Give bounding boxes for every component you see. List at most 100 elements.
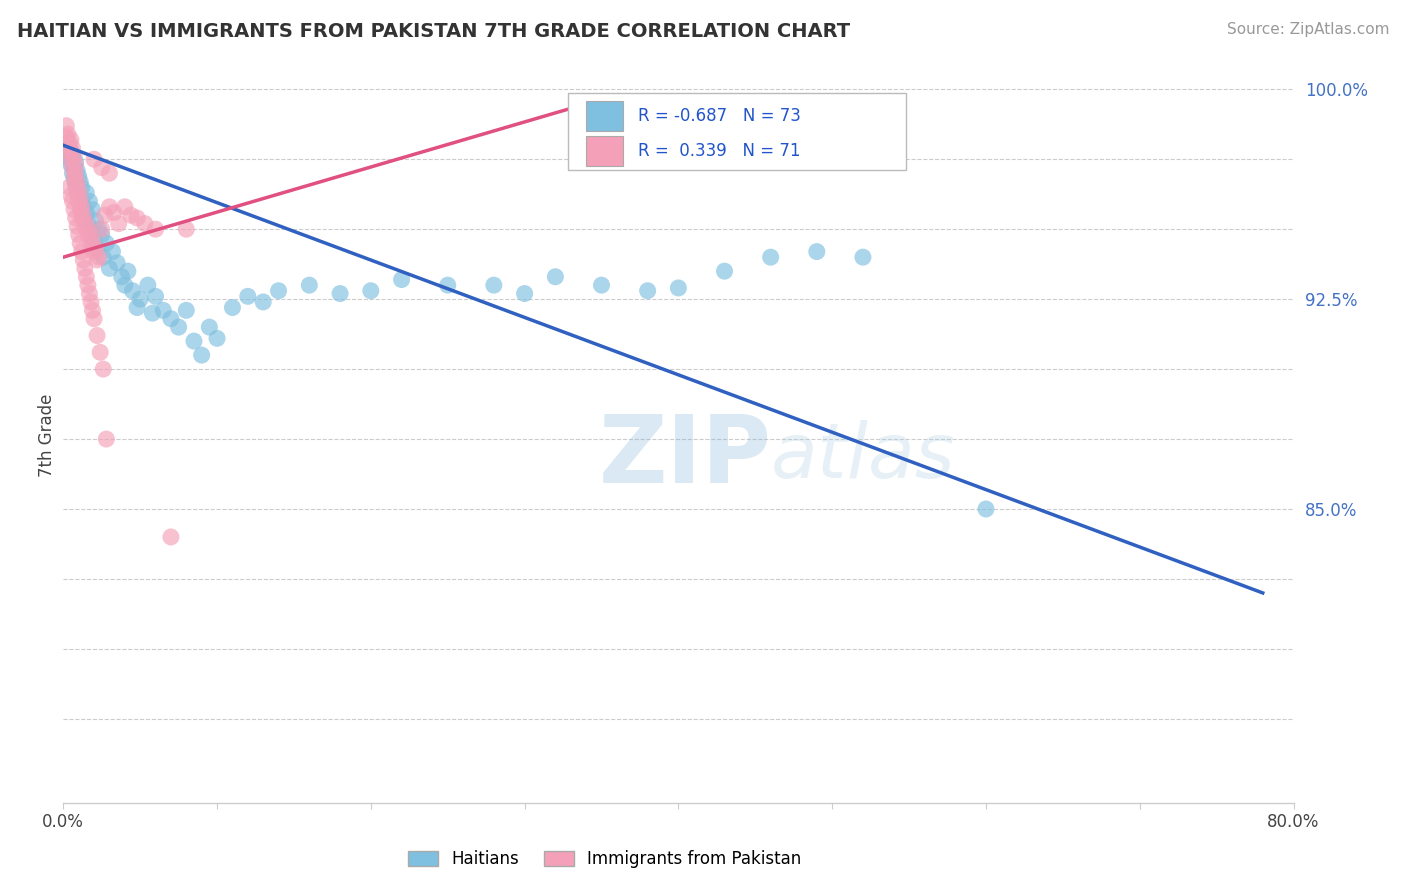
Point (117, 264, 139, 278)
Point (66, 163, 89, 178)
Point (58, 146, 80, 161)
Point (89, 345, 111, 359)
Point (62, 161, 84, 175)
Point (152, 303, 174, 318)
Point (91, 250, 114, 264)
Point (482, 278, 505, 293)
Point (67, 227, 90, 242)
Point (69, 191, 91, 205)
Point (90, 222, 112, 236)
Point (98, 261, 121, 276)
Point (55, 119, 77, 133)
Point (65, 166, 87, 180)
Point (713, 264, 735, 278)
Point (72, 252, 94, 267)
Point (70, 211, 93, 225)
Point (62, 149, 84, 163)
Point (129, 292, 152, 306)
Point (67, 183, 90, 197)
Point (82, 202, 104, 217)
Text: HAITIAN VS IMMIGRANTS FROM PAKISTAN 7TH GRADE CORRELATION CHART: HAITIAN VS IMMIGRANTS FROM PAKISTAN 7TH … (17, 22, 851, 41)
Point (127, 301, 148, 315)
Point (236, 289, 259, 303)
Point (267, 284, 290, 298)
Point (86, 242, 108, 256)
Point (329, 286, 352, 301)
Point (86, 328, 108, 343)
Point (101, 244, 124, 259)
Point (56, 127, 79, 141)
Text: R =  0.339   N = 71: R = 0.339 N = 71 (638, 142, 800, 160)
Point (84, 214, 107, 228)
Point (62, 194, 84, 209)
Point (59, 133, 82, 147)
Point (63, 202, 86, 217)
Point (69, 175, 91, 189)
Point (75, 269, 97, 284)
Point (167, 320, 190, 334)
Point (59, 188, 82, 202)
Point (806, 244, 828, 259)
Point (183, 334, 205, 348)
Point (759, 250, 782, 264)
Point (70, 200, 93, 214)
Point (134, 217, 156, 231)
Point (72, 208, 94, 222)
Point (65, 178, 87, 192)
Point (111, 269, 134, 284)
Point (66, 186, 89, 200)
FancyBboxPatch shape (586, 136, 623, 166)
Point (87, 250, 110, 264)
Point (67, 188, 90, 202)
Point (145, 289, 167, 303)
Point (65, 158, 87, 172)
Point (73, 219, 96, 234)
Point (80, 236, 103, 251)
Point (70, 244, 93, 259)
Point (974, 502, 997, 516)
Point (252, 294, 274, 309)
Point (59, 144, 82, 158)
Point (96, 432, 118, 446)
Point (544, 269, 567, 284)
Point (221, 301, 243, 315)
Point (637, 284, 659, 298)
Point (90, 161, 112, 175)
Point (98, 166, 121, 180)
Point (80, 294, 103, 309)
Point (136, 278, 159, 293)
Point (56, 138, 79, 153)
Point (160, 530, 183, 544)
Point (94, 208, 117, 222)
Point (63, 161, 86, 175)
Point (90, 227, 112, 242)
Point (121, 284, 143, 298)
Point (58, 136, 80, 150)
Point (55, 146, 77, 161)
Point (63, 171, 86, 186)
Point (76, 227, 98, 242)
Y-axis label: 7th Grade: 7th Grade (38, 393, 56, 476)
Point (58, 153, 80, 167)
Point (174, 222, 197, 236)
Point (75, 217, 97, 231)
Point (59, 153, 82, 167)
Point (69, 202, 91, 217)
Point (73, 261, 96, 276)
Point (852, 250, 875, 264)
Point (76, 278, 98, 293)
Text: Source: ZipAtlas.com: Source: ZipAtlas.com (1226, 22, 1389, 37)
FancyBboxPatch shape (568, 93, 905, 170)
Point (84, 242, 107, 256)
Text: ZIP: ZIP (599, 411, 772, 503)
Point (73, 208, 96, 222)
Point (67, 194, 90, 209)
Point (82, 233, 104, 247)
Point (66, 219, 89, 234)
Point (70, 180, 93, 194)
Point (58, 180, 80, 194)
Point (96, 236, 118, 251)
Point (91, 362, 114, 376)
Text: R = -0.687   N = 73: R = -0.687 N = 73 (638, 107, 800, 125)
Point (83, 233, 105, 247)
